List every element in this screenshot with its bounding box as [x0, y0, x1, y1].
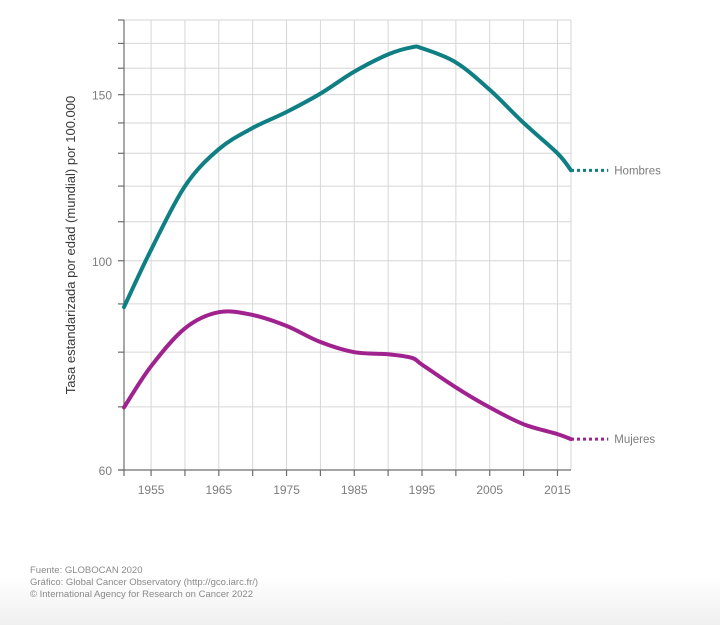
x-tick-label: 2005	[476, 483, 503, 497]
source-note: Fuente: GLOBOCAN 2020	[30, 565, 143, 576]
x-tick-label: 1975	[273, 483, 300, 497]
x-tick-label: 1985	[341, 483, 368, 497]
y-tick-label: 150	[92, 89, 112, 103]
graphic-credit: Gráfico: Global Cancer Observatory (http…	[30, 577, 259, 588]
x-tick-label: 1995	[409, 483, 436, 497]
x-ticks: 1955 1965 1975 1985 1995 2005 2015	[138, 470, 571, 497]
series-line-hombres	[122, 44, 573, 310]
x-tick-label: 1955	[138, 483, 165, 497]
series-label-mujeres: Mujeres	[614, 434, 655, 446]
y-axis-label: Tasa estandarizada por edad (mundial) po…	[63, 96, 78, 394]
x-tick-label: 2015	[544, 483, 571, 497]
series-label-hombres: Hombres	[614, 165, 661, 177]
y-tick-label: 100	[92, 255, 112, 269]
footer: Fuente: GLOBOCAN 2020 Gráfico: Global Ca…	[30, 565, 258, 601]
copyright-note: © International Agency for Research on C…	[30, 589, 253, 600]
horizontal-gridlines	[124, 19, 571, 471]
vertical-gridlines	[150, 20, 572, 470]
axes	[118, 20, 571, 476]
chart: 1955 1965 1975 1985 1995 2005 2015 60 100 150 Ho…	[63, 19, 661, 497]
x-tick-label: 1965	[205, 483, 232, 497]
y-tick-label: 60	[99, 464, 113, 478]
y-ticks: 60 100 150	[92, 19, 124, 478]
series-lines: Hombres Mujeres	[122, 44, 661, 446]
series-line-mujeres	[122, 309, 573, 442]
